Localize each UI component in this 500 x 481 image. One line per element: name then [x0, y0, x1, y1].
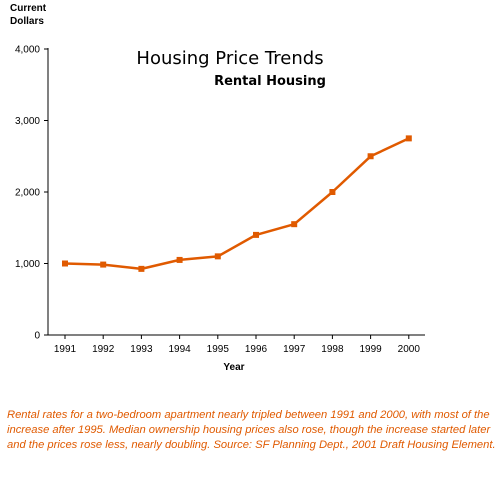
data-point — [138, 265, 145, 272]
data-point — [329, 189, 336, 195]
x-tick-label: 2000 — [398, 344, 421, 355]
data-point — [367, 153, 374, 160]
y-tick-label: 2,000 — [15, 188, 40, 199]
series-layer — [62, 135, 412, 272]
x-tick-label: 1996 — [245, 344, 268, 355]
x-tick-label: 1991 — [54, 344, 77, 355]
chart-caption: Rental rates for a two-bedroom apartment… — [7, 409, 496, 451]
y-tick-label: 0 — [34, 331, 40, 342]
x-tick-label: 1999 — [359, 344, 382, 355]
y-tick-label: 3,000 — [15, 116, 40, 127]
chart-title: Housing Price Trends — [136, 48, 323, 69]
data-point — [253, 231, 259, 238]
x-tick-label: 1995 — [207, 344, 230, 355]
chart-subtitle: Rental Housing — [214, 74, 326, 89]
data-point — [214, 253, 221, 260]
x-tick-label: 1994 — [168, 344, 191, 355]
data-point — [176, 256, 183, 263]
x-tick-label: 1993 — [130, 344, 153, 355]
y-tick-label: 1,000 — [15, 259, 40, 270]
x-axis-title: Year — [223, 362, 244, 373]
data-point — [291, 221, 298, 228]
series-line — [64, 137, 410, 271]
data-point — [100, 261, 107, 268]
x-tick-label: 1992 — [92, 344, 115, 355]
y-unit-label-line-2: Dollars — [10, 16, 44, 27]
data-point — [62, 260, 68, 267]
x-axis-ticks: 1991 1992 1993 1994 1995 1996 1997 1998 1999 2000 — [54, 335, 420, 355]
axes — [47, 48, 425, 336]
y-axis-ticks: 0 1,000 2,000 3,000 4,000 — [15, 45, 48, 342]
line-chart: Current Dollars Housing Price Trends Ren… — [10, 3, 425, 373]
x-tick-label: 1998 — [321, 344, 344, 355]
data-point — [405, 135, 412, 142]
x-tick-label: 1997 — [283, 344, 306, 355]
y-tick-label: 4,000 — [15, 45, 40, 56]
y-unit-label-line-1: Current — [10, 3, 47, 14]
